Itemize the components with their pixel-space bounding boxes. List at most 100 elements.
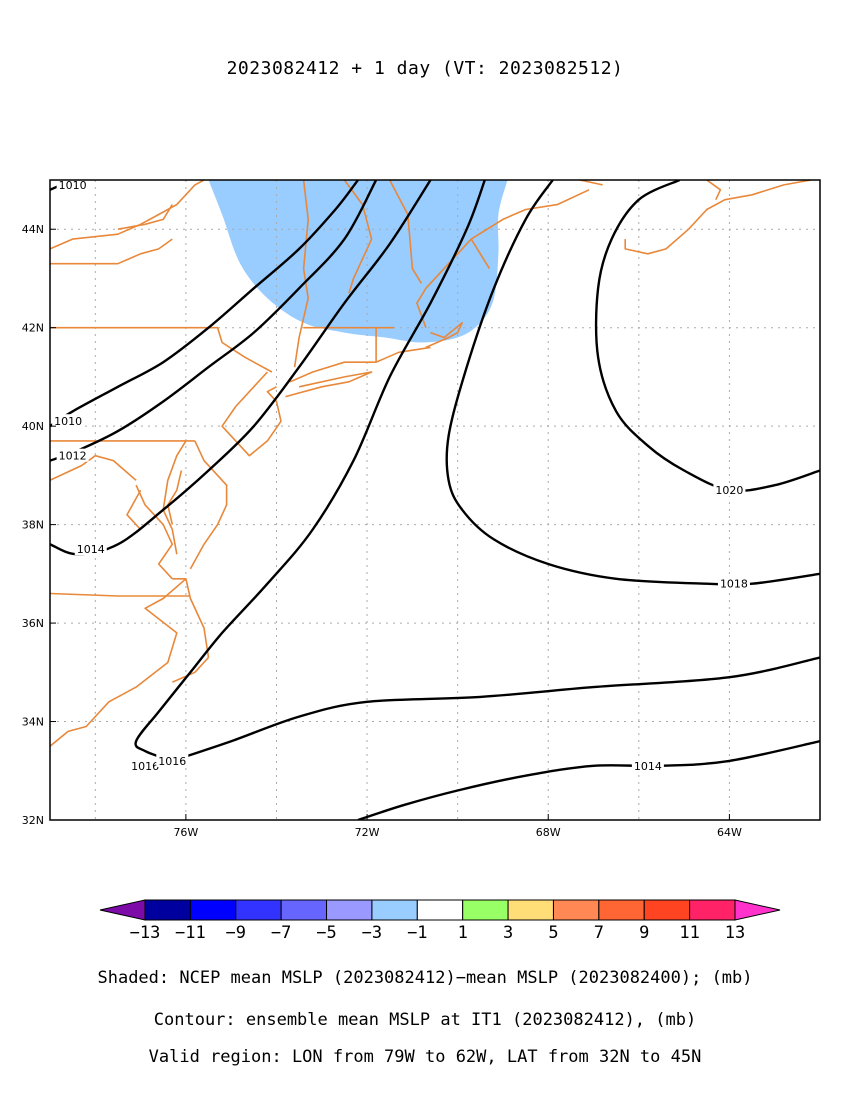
contour-label-bg bbox=[56, 448, 89, 462]
colorbar-label: −13 bbox=[130, 923, 161, 943]
y-tick-label: 32N bbox=[22, 814, 44, 827]
coastline bbox=[167, 470, 183, 525]
contour-label: 1018 bbox=[720, 578, 748, 591]
colorbar-swatch bbox=[507, 899, 554, 921]
x-tick-label: 64W bbox=[717, 826, 742, 839]
coastline bbox=[50, 592, 191, 597]
y-tick-label: 38N bbox=[22, 519, 44, 532]
contour-line-1014 bbox=[357, 740, 820, 820]
coastline bbox=[50, 454, 137, 482]
contour-label-bg bbox=[631, 758, 664, 772]
colorbar-swatch bbox=[371, 899, 418, 921]
footer-region-caption: Valid region: LON from 79W to 62W, LAT f… bbox=[148, 1047, 702, 1067]
footer-shaded-caption: Shaded: NCEP mean MSLP (2023082412)−mean… bbox=[97, 968, 753, 988]
contour-line-1018 bbox=[445, 180, 820, 586]
y-tick-label: 44N bbox=[22, 223, 44, 236]
colorbar-label: 3 bbox=[503, 923, 513, 943]
contour-label: 1010 bbox=[59, 179, 87, 192]
colorbar-swatch bbox=[416, 899, 464, 921]
colorbar-swatch bbox=[280, 899, 328, 921]
coastline bbox=[50, 326, 273, 373]
coastline bbox=[162, 440, 187, 555]
coastline bbox=[579, 180, 603, 186]
colorbar-label: 7 bbox=[594, 923, 604, 943]
colorbar-swatch bbox=[144, 899, 191, 921]
contour-label-bg bbox=[56, 177, 89, 191]
coastline bbox=[50, 180, 205, 250]
footer-contour-caption: Contour: ensemble mean MSLP at IT1 (2023… bbox=[153, 1010, 697, 1030]
coastline bbox=[343, 180, 373, 294]
x-tick-label: 72W bbox=[355, 826, 380, 839]
colorbar-label: −5 bbox=[316, 923, 336, 943]
contour-line-1012 bbox=[50, 180, 378, 462]
colorbar-label: 1 bbox=[458, 923, 468, 943]
coastline bbox=[221, 371, 282, 457]
coastline bbox=[50, 578, 187, 747]
shaded-anomaly-layer bbox=[208, 180, 508, 343]
contour-label: 1014 bbox=[77, 543, 105, 556]
contour-labels: 1010 1010 1012 1014 1016 1016 1018 1020 1014 bbox=[52, 177, 750, 773]
colorbar-label: −1 bbox=[407, 923, 427, 943]
y-tick-label: 40N bbox=[22, 420, 44, 433]
contour-label-bg bbox=[129, 758, 162, 772]
y-tick-label: 36N bbox=[22, 617, 44, 630]
contour-label-bg bbox=[713, 483, 746, 497]
colorbar-label: −11 bbox=[175, 923, 206, 943]
coastline bbox=[189, 440, 228, 570]
contour-line-1016 bbox=[134, 180, 486, 763]
y-tick-label: 34N bbox=[22, 716, 44, 729]
contour-label-bg bbox=[52, 414, 85, 428]
colorbar-min-triangle bbox=[99, 899, 146, 921]
contour-line-1016 bbox=[171, 656, 820, 763]
colorbar-swatch bbox=[552, 899, 600, 921]
coastline bbox=[126, 489, 142, 531]
page-title: 2023082412 + 1 day (VT: 2023082512) bbox=[226, 58, 624, 79]
colorbar-label: 11 bbox=[679, 923, 699, 943]
contour-label: 1016 bbox=[131, 760, 159, 773]
colorbar-swatch bbox=[326, 899, 373, 921]
coastline bbox=[117, 204, 173, 230]
contour-label: 1016 bbox=[158, 755, 186, 768]
gridlines bbox=[50, 180, 820, 820]
contour-label: 1012 bbox=[59, 450, 87, 463]
coastline bbox=[293, 180, 309, 368]
map-frame bbox=[49, 179, 821, 821]
coastline bbox=[135, 484, 174, 580]
coastline bbox=[388, 180, 423, 284]
colorbar-swatch bbox=[189, 899, 237, 921]
coastline bbox=[285, 371, 373, 398]
axis-ticks: 76W 72W 68W 64W 32N 34N 36N 38N 40N 42N 44N bbox=[22, 223, 742, 839]
coastline-layer bbox=[50, 180, 812, 747]
colorbar-label: 5 bbox=[548, 923, 558, 943]
coastline bbox=[425, 322, 463, 349]
contour-label: 1020 bbox=[715, 484, 743, 497]
coastline bbox=[50, 238, 173, 265]
contour-label: 1014 bbox=[634, 760, 662, 773]
colorbar: −13 −11 −9 −7 −5 −3 −1 1 3 5 7 9 11 13 bbox=[99, 899, 781, 943]
coastline bbox=[706, 180, 722, 201]
colorbar-swatch bbox=[235, 899, 282, 921]
colorbar-max-triangle bbox=[734, 899, 781, 921]
colorbar-label: −7 bbox=[271, 923, 291, 943]
contour-label-bg bbox=[156, 753, 189, 767]
contour-label-bg bbox=[74, 542, 107, 556]
colorbar-swatch bbox=[598, 899, 645, 921]
coastline bbox=[172, 578, 210, 658]
x-tick-label: 76W bbox=[173, 826, 198, 839]
colorbar-label: 13 bbox=[725, 923, 745, 943]
colorbar-label: 9 bbox=[639, 923, 649, 943]
colorbar-label: −9 bbox=[226, 923, 246, 943]
coastline bbox=[171, 656, 210, 683]
coastline bbox=[470, 238, 491, 270]
colorbar-swatch bbox=[643, 899, 691, 921]
y-tick-label: 42N bbox=[22, 322, 44, 335]
coastline bbox=[624, 180, 812, 255]
colorbar-label: −3 bbox=[362, 923, 382, 943]
x-tick-label: 68W bbox=[536, 826, 561, 839]
contour-line-1020 bbox=[594, 180, 820, 493]
contour-label-bg bbox=[717, 576, 750, 590]
colorbar-swatch bbox=[462, 899, 509, 921]
colorbar-swatch bbox=[689, 899, 736, 921]
contour-label: 1010 bbox=[54, 415, 82, 428]
